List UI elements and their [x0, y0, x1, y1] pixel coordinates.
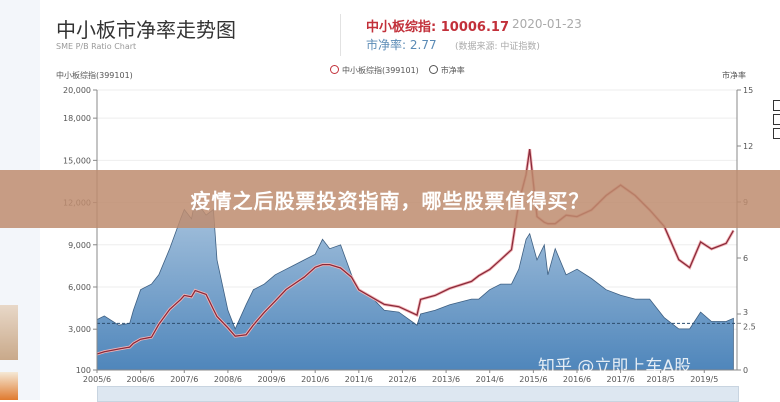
data-source: (数据来源: 中证指数) [455, 42, 540, 52]
thumbnail-image[interactable] [0, 305, 18, 360]
left-tick-label: 9,000 [68, 241, 91, 250]
x-tick-label: 2008/6 [214, 375, 242, 384]
index-readout: 中小板综指: 10006.17 [366, 16, 509, 35]
legend: 中小板综指(399101) 市净率 [330, 65, 465, 76]
watermark: 知乎 @立即上车A股 [538, 357, 692, 377]
right-tick-label: 12 [743, 142, 753, 151]
readout-date: 2020-01-23 [512, 17, 582, 31]
x-tick-label: 2013/6 [432, 375, 460, 384]
index-value: 10006.17 [440, 20, 509, 35]
left-tick-label: 100 [76, 366, 91, 375]
pe-readout: 市净率: 2.77 [366, 36, 437, 53]
x-tick-label: 2009/6 [257, 375, 285, 384]
article-banner[interactable]: 疫情之后股票投资指南，哪些股票值得买？ [0, 170, 780, 228]
save-icon[interactable] [773, 100, 780, 111]
right-tick-label: 15 [743, 86, 753, 95]
x-tick-label: 2015/6 [519, 375, 547, 384]
pe-label: 市净率: [366, 38, 407, 52]
index-label: 中小板综指: [366, 20, 437, 35]
left-axis-title: 中小板综指(399101) [56, 71, 133, 80]
x-tick-label: 2007/6 [170, 375, 198, 384]
left-tick-label: 20,000 [63, 86, 91, 95]
left-tick-label: 6,000 [68, 283, 91, 292]
x-tick-label: 2010/6 [301, 375, 329, 384]
x-tick-label: 2011/6 [345, 375, 373, 384]
x-tick-label: 2005/6 [83, 375, 111, 384]
x-tick-label: 2017/6 [607, 375, 635, 384]
thumbnail-image[interactable] [0, 372, 18, 400]
right-tick-label: 0 [743, 366, 748, 375]
right-tick-label: 2.5 [743, 322, 756, 331]
divider [340, 14, 341, 56]
legend-item-pe[interactable]: 市净率 [428, 65, 465, 76]
x-tick-label: 2018/5 [647, 375, 675, 384]
x-tick-label: 2012/6 [388, 375, 416, 384]
right-tick-label: 3 [743, 308, 748, 317]
legend-label: 中小板综指(399101) [342, 66, 419, 75]
qr-icon[interactable] [773, 114, 780, 125]
x-tick-label: 2019/5 [690, 375, 718, 384]
legend-label: 市净率 [440, 66, 465, 75]
chart-title: 中小板市净率走势图 [56, 18, 236, 42]
x-tick-label: 2006/6 [127, 375, 155, 384]
legend-item-index[interactable]: 中小板综指(399101) [330, 65, 419, 76]
x-tick-label: 2016/6 [563, 375, 591, 384]
toolbar-icons [773, 100, 780, 142]
left-tick-label: 18,000 [63, 114, 91, 123]
left-tick-label: 3,000 [68, 325, 91, 334]
left-tick-label: 15,000 [63, 156, 91, 165]
share-icon[interactable] [773, 128, 780, 139]
right-tick-label: 6 [743, 254, 748, 263]
right-axis-title: 市净率 [722, 71, 746, 80]
pe-value: 2.77 [409, 38, 437, 52]
x-tick-label: 2014/6 [476, 375, 504, 384]
banner-title: 疫情之后股票投资指南，哪些股票值得买？ [190, 188, 590, 213]
chart-subtitle: SME P/B Ratio Chart [56, 42, 137, 51]
